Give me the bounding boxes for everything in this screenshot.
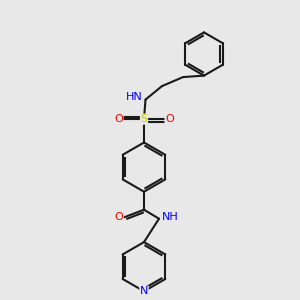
Text: HN: HN xyxy=(126,92,142,102)
Text: NH: NH xyxy=(162,212,179,222)
Text: N: N xyxy=(140,286,148,296)
Text: O: O xyxy=(114,212,123,222)
Text: O: O xyxy=(114,114,123,124)
Text: S: S xyxy=(140,114,148,124)
Text: O: O xyxy=(165,114,174,124)
